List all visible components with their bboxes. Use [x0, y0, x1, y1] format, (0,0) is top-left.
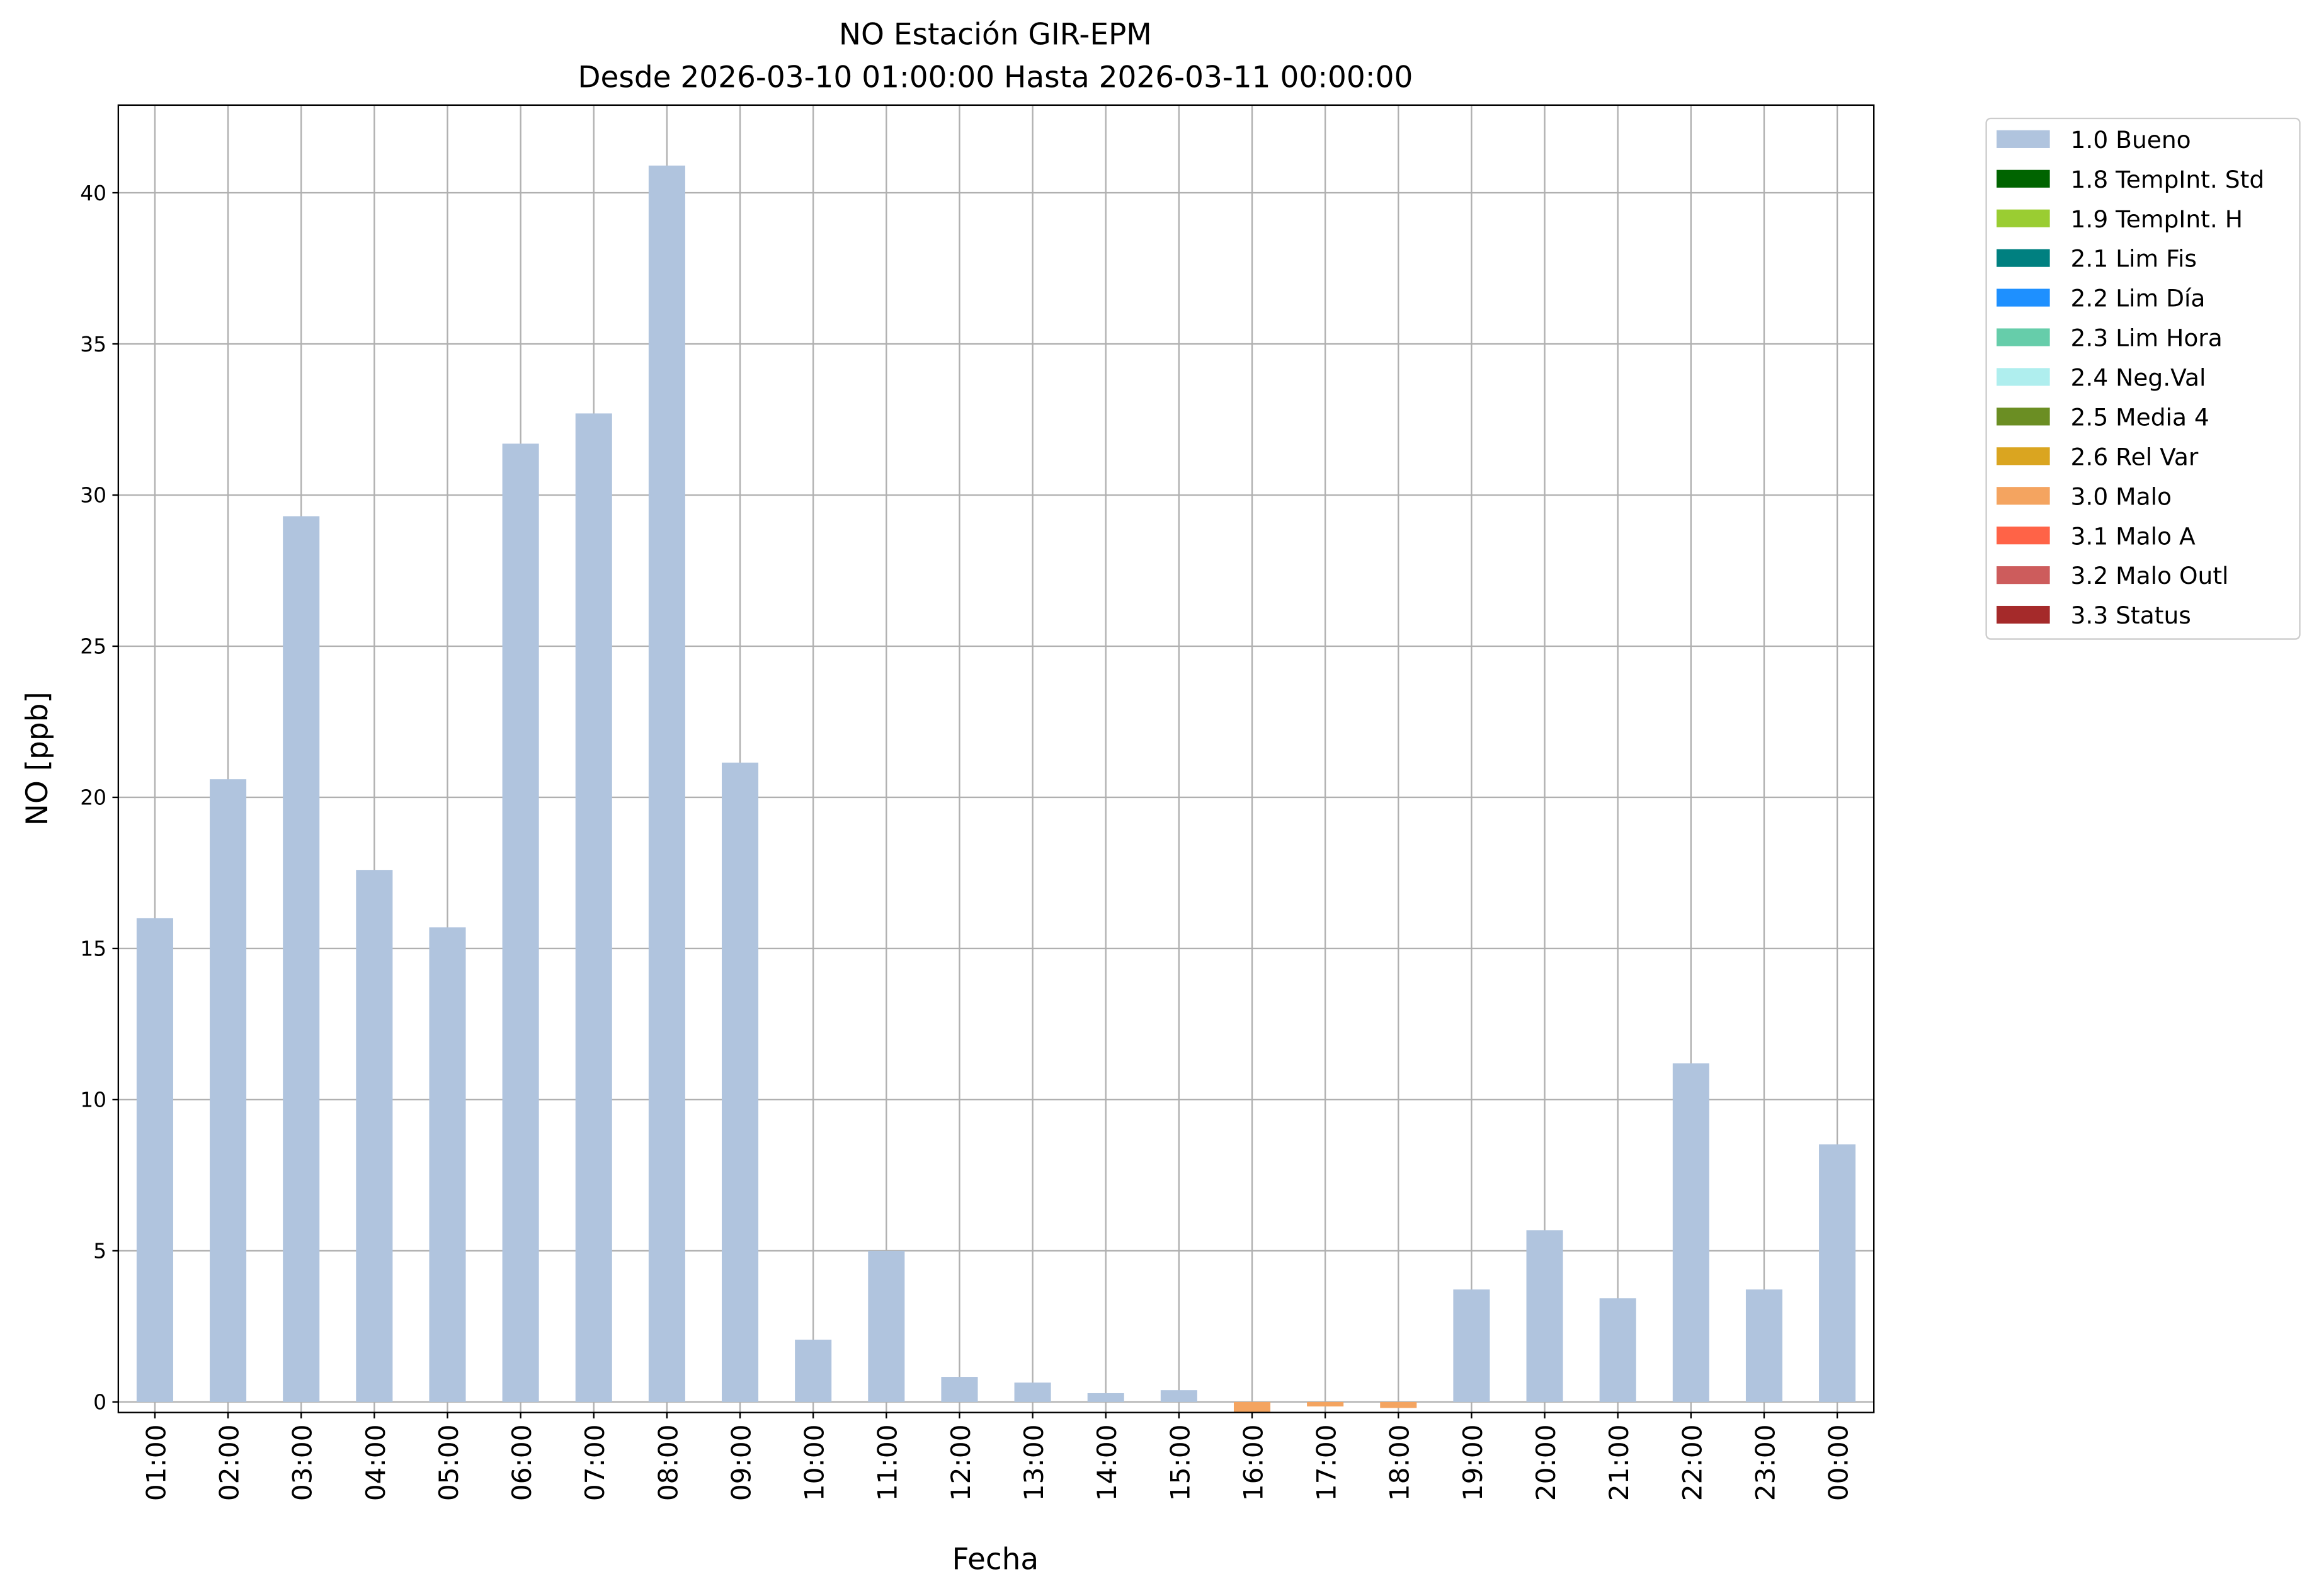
bar: [1599, 1298, 1636, 1402]
bar: [1307, 1401, 1344, 1407]
legend-label: 3.0 Malo: [2071, 482, 2172, 510]
x-tick-label: 14:00: [1091, 1424, 1122, 1501]
legend-swatch: [1997, 605, 2050, 624]
legend-label: 3.3 Status: [2071, 601, 2191, 629]
bar: [1672, 1063, 1709, 1402]
bar: [1453, 1289, 1490, 1402]
legend-label: 1.8 TempInt. Std: [2071, 166, 2265, 193]
legend-label: 1.9 TempInt. H: [2071, 205, 2243, 233]
x-tick-label: 20:00: [1530, 1424, 1561, 1501]
x-tick-label: 08:00: [652, 1424, 683, 1501]
legend-label: 1.0 Bueno: [2071, 126, 2191, 154]
legend-label: 2.4 Neg.Val: [2071, 364, 2206, 392]
bar: [795, 1340, 832, 1402]
legend-label: 2.6 Rel Var: [2071, 443, 2199, 470]
legend-swatch: [1997, 527, 2050, 545]
x-tick-label: 05:00: [433, 1424, 464, 1501]
legend-label: 2.3 Lim Hora: [2071, 324, 2223, 352]
y-tick-label: 5: [93, 1239, 106, 1263]
legend-swatch: [1997, 328, 2050, 346]
x-tick-label: 23:00: [1750, 1424, 1781, 1501]
x-tick-label: 01:00: [140, 1424, 171, 1501]
legend-swatch: [1997, 169, 2050, 188]
y-tick-label: 40: [80, 181, 106, 205]
x-tick-label: 03:00: [287, 1424, 318, 1501]
legend-label: 2.1 Lim Fis: [2071, 245, 2197, 273]
legend-swatch: [1997, 130, 2050, 148]
legend-swatch: [1997, 566, 2050, 584]
bar: [429, 927, 466, 1402]
legend-swatch: [1997, 288, 2050, 307]
bar: [1745, 1289, 1783, 1402]
bar: [722, 762, 759, 1402]
y-tick-label: 15: [80, 937, 106, 961]
x-tick-label: 18:00: [1384, 1424, 1415, 1501]
bar: [356, 870, 393, 1402]
x-tick-label: 19:00: [1457, 1424, 1488, 1501]
legend-swatch: [1997, 368, 2050, 386]
legend-swatch: [1997, 408, 2050, 426]
legend-swatch: [1997, 209, 2050, 227]
bar: [136, 918, 173, 1402]
x-tick-label: 17:00: [1311, 1424, 1342, 1501]
x-tick-label: 21:00: [1604, 1424, 1634, 1501]
x-tick-label: 12:00: [945, 1424, 976, 1501]
x-tick-label: 09:00: [726, 1424, 756, 1501]
legend-label: 2.2 Lim Día: [2071, 285, 2206, 312]
x-tick-label: 11:00: [872, 1424, 903, 1501]
bar: [1233, 1401, 1271, 1413]
x-tick-label: 22:00: [1677, 1424, 1707, 1501]
y-tick-label: 25: [80, 634, 106, 659]
y-tick-label: 0: [93, 1390, 106, 1415]
legend-swatch: [1997, 447, 2050, 465]
x-axis-label: Fecha: [952, 1542, 1039, 1577]
y-tick-label: 30: [80, 483, 106, 508]
x-tick-label: 15:00: [1165, 1424, 1195, 1501]
legend-label: 3.2 Malo Outl: [2071, 562, 2229, 590]
bar: [575, 413, 612, 1402]
x-tick-label: 07:00: [579, 1424, 610, 1501]
bar: [941, 1377, 978, 1402]
legend-swatch: [1997, 249, 2050, 267]
legend-label: 2.5 Media 4: [2071, 403, 2209, 431]
x-tick-label: 10:00: [799, 1424, 830, 1501]
bar: [1160, 1390, 1197, 1402]
bar: [1087, 1393, 1124, 1402]
bar: [283, 516, 320, 1402]
y-tick-label: 10: [80, 1088, 106, 1112]
bar: [210, 779, 247, 1402]
bar: [1014, 1382, 1051, 1402]
legend-label: 3.1 Malo A: [2071, 522, 2196, 550]
chart-subtitle: Desde 2026-03-10 01:00:00 Hasta 2026-03-…: [578, 60, 1413, 95]
x-tick-label: 13:00: [1018, 1424, 1049, 1501]
bar: [1819, 1144, 1856, 1402]
legend-swatch: [1997, 487, 2050, 505]
y-tick-label: 20: [80, 785, 106, 810]
x-tick-label: 06:00: [506, 1424, 537, 1501]
x-tick-label: 02:00: [214, 1424, 245, 1501]
y-axis-label: NO [ppb]: [20, 692, 55, 826]
bar: [502, 443, 539, 1402]
x-tick-label: 00:00: [1823, 1424, 1854, 1501]
bar: [868, 1250, 905, 1402]
y-tick-label: 35: [80, 332, 106, 356]
bar: [1526, 1230, 1563, 1402]
x-tick-label: 16:00: [1238, 1424, 1268, 1501]
chart-title: NO Estación GIR-EPM: [839, 18, 1152, 52]
bar: [1380, 1401, 1417, 1408]
bar: [648, 165, 685, 1402]
x-tick-label: 04:00: [360, 1424, 391, 1501]
plot-frame: [117, 104, 1875, 1413]
legend-box: [1985, 117, 2301, 640]
